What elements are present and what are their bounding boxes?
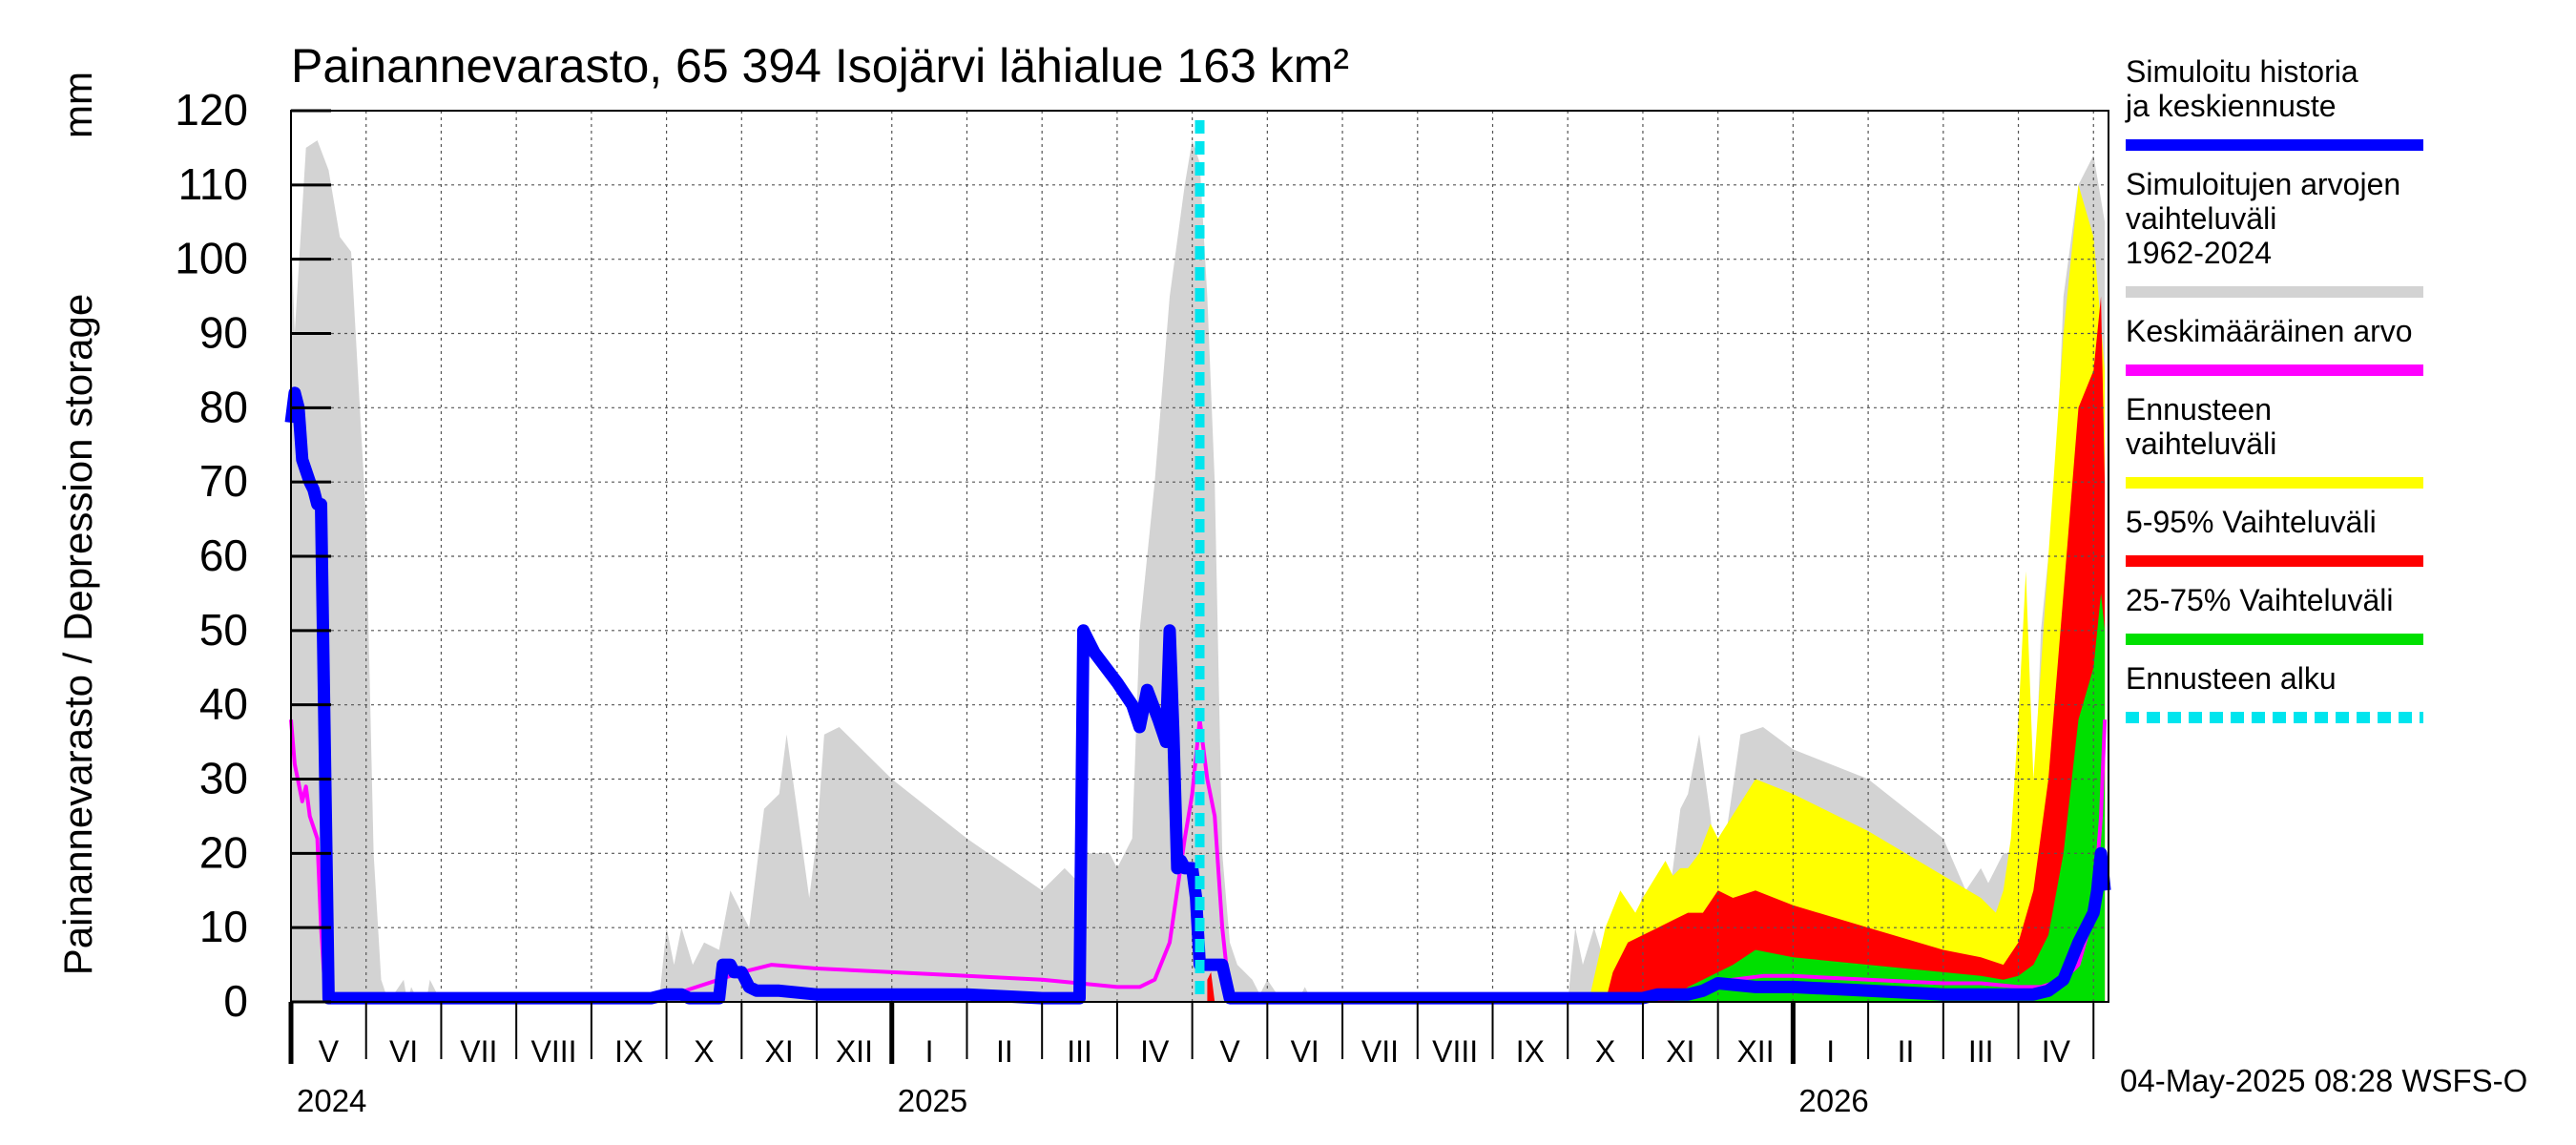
x-month-label: XI bbox=[1666, 1034, 1694, 1069]
x-month-label: I bbox=[1826, 1034, 1835, 1069]
legend: Simuloitu historia ja keskiennuste Simuloi… bbox=[2125, 54, 2423, 723]
legend-label: Ennusteen alku bbox=[2126, 661, 2337, 696]
chart-grid bbox=[291, 111, 2109, 1002]
x-month-label: X bbox=[1595, 1034, 1615, 1069]
y-tick-label: 100 bbox=[175, 234, 248, 283]
legend-label: Simuloitu historia ja keskiennuste bbox=[2125, 54, 2358, 123]
x-month-label: VI bbox=[389, 1034, 418, 1069]
y-tick-label: 90 bbox=[199, 308, 248, 358]
chart-lines bbox=[284, 120, 2111, 1005]
x-month-label: IV bbox=[1140, 1034, 1170, 1069]
x-month-label: II bbox=[1898, 1034, 1915, 1069]
y-axis-label: Painannevarasto / Depression storage bbox=[55, 294, 100, 975]
legend-label: Keskimääräinen arvo bbox=[2126, 314, 2413, 348]
x-month-label: IX bbox=[614, 1034, 643, 1069]
legend-label: Ennusteen vaihteluväli bbox=[2126, 392, 2276, 461]
x-month-label: VII bbox=[1361, 1034, 1399, 1069]
x-axis: V VI VII VIII IX X XI XII I II III IV V VI VII VIII IX X X… bbox=[288, 1002, 2095, 1118]
x-month-label: III bbox=[1968, 1034, 1994, 1069]
band-3 bbox=[1672, 593, 2106, 1002]
x-month-label: VIII bbox=[531, 1034, 577, 1069]
x-month-label: VI bbox=[1291, 1034, 1319, 1069]
x-month-label: V bbox=[319, 1034, 340, 1069]
y-tick-label: 0 bbox=[223, 976, 248, 1026]
y-tick-label: 120 bbox=[175, 85, 248, 135]
band-1 bbox=[1589, 184, 2106, 1003]
y-tick-label: 10 bbox=[199, 902, 248, 951]
y-tick-label: 50 bbox=[199, 605, 248, 655]
y-tick-label: 110 bbox=[178, 159, 248, 209]
x-month-label: XII bbox=[1736, 1034, 1774, 1069]
x-month-label: IV bbox=[2042, 1034, 2071, 1069]
x-month-label: XII bbox=[836, 1034, 873, 1069]
y-axis-ticks: 0 10 20 30 40 50 60 70 80 90 100 110 120 bbox=[175, 85, 331, 1026]
x-month-label: IX bbox=[1516, 1034, 1545, 1069]
x-month-label: III bbox=[1067, 1034, 1092, 1069]
y-tick-label: 30 bbox=[199, 754, 248, 803]
y-axis-unit: mm bbox=[55, 72, 100, 138]
footer-timestamp: 04-May-2025 08:28 WSFS-O bbox=[2120, 1063, 2527, 1098]
x-month-label: II bbox=[996, 1034, 1013, 1069]
y-tick-label: 70 bbox=[199, 456, 248, 506]
legend-label: 25-75% Vaihteluväli bbox=[2126, 583, 2393, 617]
x-month-label: XI bbox=[765, 1034, 794, 1069]
x-year-label: 2026 bbox=[1798, 1083, 1868, 1118]
y-tick-label: 40 bbox=[199, 679, 248, 729]
x-month-label: V bbox=[1219, 1034, 1240, 1069]
x-year-label: 2024 bbox=[297, 1083, 366, 1118]
x-month-label: X bbox=[694, 1034, 714, 1069]
y-tick-label: 80 bbox=[199, 382, 248, 431]
y-tick-label: 60 bbox=[199, 531, 248, 580]
chart-title: Painannevarasto, 65 394 Isojärvi lähialu… bbox=[291, 39, 1349, 93]
x-month-label: VII bbox=[460, 1034, 497, 1069]
x-month-label: I bbox=[925, 1034, 934, 1069]
legend-label: Simuloitujen arvojen vaihteluväli 1962-202… bbox=[2126, 167, 2400, 270]
x-month-label: VIII bbox=[1432, 1034, 1478, 1069]
legend-label: 5-95% Vaihteluväli bbox=[2126, 505, 2377, 539]
x-year-label: 2025 bbox=[898, 1083, 967, 1118]
series-line-1 bbox=[284, 386, 2111, 1005]
y-tick-label: 20 bbox=[199, 827, 248, 877]
